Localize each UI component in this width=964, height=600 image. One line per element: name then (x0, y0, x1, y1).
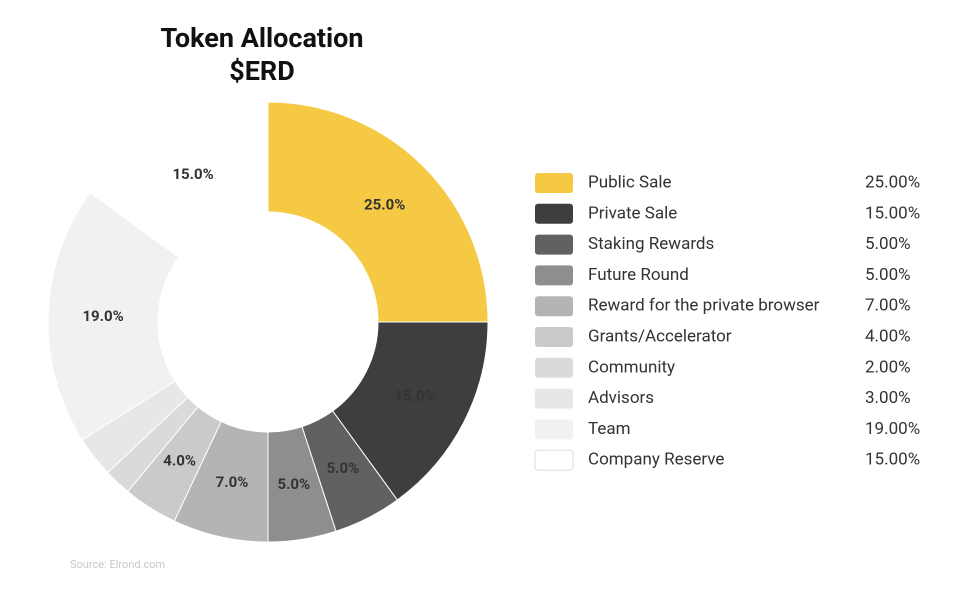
chart-title: Token Allocation (160, 22, 363, 54)
legend-swatch (535, 234, 573, 255)
source-note: Source: Elrond.com (70, 558, 165, 571)
legend-swatch (535, 357, 573, 378)
legend-label: Company Reserve (588, 450, 724, 470)
legend-value: 15.00% (865, 203, 920, 223)
slice-label: 4.0% (163, 451, 196, 469)
pie-slice (267, 101, 489, 323)
legend-label: Community (588, 357, 675, 377)
legend-label: Team (588, 419, 631, 439)
legend-value: 7.00% (865, 296, 911, 316)
legend-value: 25.00% (865, 172, 920, 192)
legend-swatch (535, 419, 573, 440)
legend-swatch (535, 265, 573, 286)
legend-label: Advisors (588, 388, 654, 408)
slice-label: 15.0% (172, 165, 213, 183)
legend-value: 2.00% (865, 357, 911, 377)
legend-label: Private Sale (588, 203, 677, 223)
legend-label: Grants/Accelerator (588, 326, 732, 346)
legend-value: 4.00% (865, 326, 911, 346)
pie-slice (89, 101, 269, 259)
legend-label: Public Sale (588, 172, 672, 192)
legend-swatch (535, 388, 573, 409)
legend-swatch (535, 203, 573, 224)
pie-slice (47, 191, 180, 441)
slice-label: 15.0% (394, 387, 435, 405)
legend-value: 5.00% (865, 265, 911, 285)
slice-label: 7.0% (216, 473, 249, 491)
slice-label: 19.0% (82, 307, 123, 325)
legend-swatch (534, 449, 574, 471)
chart-subtitle: $ERD (229, 55, 295, 87)
legend-swatch (535, 296, 573, 317)
legend-value: 15.00% (865, 450, 920, 470)
legend-value: 3.00% (865, 388, 911, 408)
legend-label: Future Round (588, 265, 689, 285)
slice-label: 5.0% (327, 459, 360, 477)
legend-value: 5.00% (865, 234, 911, 254)
pie-slice (331, 321, 489, 501)
legend-swatch (535, 327, 573, 347)
legend-label: Reward for the private browser (588, 296, 820, 316)
slice-label: 25.0% (364, 195, 405, 213)
slice-label: 5.0% (277, 475, 310, 493)
legend-swatch (535, 173, 573, 193)
legend-label: Staking Rewards (588, 234, 714, 254)
legend-value: 19.00% (865, 419, 920, 439)
